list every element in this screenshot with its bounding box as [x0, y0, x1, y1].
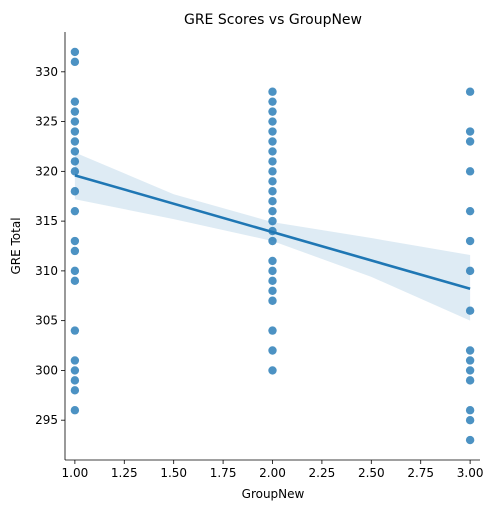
data-point: [268, 346, 277, 355]
confidence-band: [74, 152, 471, 321]
data-point: [70, 276, 80, 286]
data-point: [465, 206, 475, 216]
x-tick-label: 1.50: [160, 466, 187, 480]
data-point: [70, 386, 80, 395]
data-point: [70, 117, 80, 126]
data-point: [268, 296, 277, 305]
data-point: [70, 266, 80, 276]
regression-line-layer: [74, 174, 471, 291]
y-tick-label: 320: [35, 164, 58, 178]
data-point: [268, 177, 277, 186]
data-point: [465, 167, 475, 176]
data-point: [70, 366, 80, 375]
data-point: [268, 236, 277, 246]
data-point: [465, 137, 475, 146]
x-tick-label: 2.25: [309, 466, 336, 480]
data-point: [70, 206, 80, 216]
data-point: [268, 206, 277, 216]
data-point: [465, 266, 475, 276]
y-tick-label: 305: [35, 314, 58, 328]
x-tick-label: 2.75: [407, 466, 434, 480]
chart-title: GRE Scores vs GroupNew: [184, 12, 362, 28]
y-tick-label: 330: [35, 65, 58, 79]
data-point: [268, 157, 277, 166]
data-point: [70, 127, 80, 136]
data-point: [70, 376, 80, 385]
scatter-points-layer: [70, 47, 475, 445]
data-point: [268, 216, 277, 226]
data-point: [70, 107, 80, 116]
y-tick-label: 310: [35, 264, 58, 278]
regression-line: [74, 174, 471, 291]
data-point: [70, 187, 80, 196]
data-point: [70, 246, 80, 256]
data-point: [70, 406, 80, 415]
data-point: [70, 236, 80, 246]
y-ticks: 295 300 305 310 315 320 325 330: [35, 65, 65, 427]
confidence-band-layer: [74, 152, 471, 321]
data-point: [70, 157, 80, 166]
data-point: [268, 366, 277, 375]
data-point: [465, 406, 475, 415]
data-point: [268, 197, 277, 206]
y-tick-label: 295: [35, 413, 58, 427]
x-ticks: 1.00 1.25 1.50 1.75 2.00 2.25 2.50 2.75 3.00: [62, 460, 484, 480]
data-point: [465, 435, 475, 445]
data-point: [70, 47, 80, 57]
y-tick-label: 315: [35, 214, 58, 228]
x-tick-label: 2.50: [358, 466, 385, 480]
data-point: [268, 256, 277, 266]
data-point: [70, 147, 80, 156]
x-tick-label: 2.00: [259, 466, 286, 480]
data-point: [268, 137, 277, 146]
data-point: [465, 356, 475, 365]
data-point: [268, 117, 277, 126]
x-axis-label: GroupNew: [242, 487, 305, 501]
data-point: [70, 57, 80, 67]
data-point: [268, 107, 277, 116]
data-point: [465, 236, 475, 246]
data-point: [465, 415, 475, 425]
y-tick-label: 325: [35, 115, 58, 129]
x-tick-label: 1.75: [210, 466, 237, 480]
data-point: [268, 266, 277, 276]
data-point: [465, 87, 475, 96]
data-point: [70, 97, 80, 106]
x-tick-label: 3.00: [457, 466, 484, 480]
data-point: [465, 127, 475, 136]
data-point: [268, 97, 277, 106]
data-point: [70, 326, 80, 335]
data-point: [70, 167, 80, 176]
x-tick-label: 1.25: [111, 466, 138, 480]
data-point: [268, 286, 277, 295]
data-point: [268, 127, 277, 136]
x-tick-label: 1.00: [62, 466, 89, 480]
y-tick-label: 300: [35, 363, 58, 377]
data-point: [268, 147, 277, 156]
data-point: [268, 276, 277, 286]
data-point: [268, 187, 277, 196]
data-point: [465, 366, 475, 375]
y-axis-label: GRE Total: [9, 217, 23, 274]
data-point: [465, 376, 475, 385]
data-point: [70, 356, 80, 365]
data-point: [70, 137, 80, 146]
data-point: [268, 326, 277, 335]
data-point: [465, 306, 475, 315]
data-point: [465, 346, 475, 355]
data-point: [268, 167, 277, 176]
data-point: [268, 87, 277, 96]
